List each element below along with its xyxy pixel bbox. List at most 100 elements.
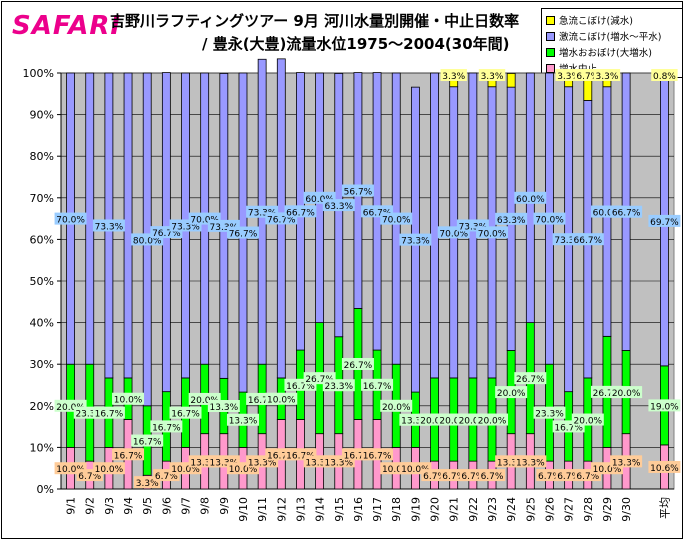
data-label-bg <box>610 455 643 468</box>
data-label-bg <box>648 399 681 412</box>
data-label: 6.7% <box>557 472 580 482</box>
data-label-bg <box>399 233 432 246</box>
data-label-bg <box>514 191 547 204</box>
data-label-bg <box>265 392 298 405</box>
data-label: 6.7% <box>78 472 101 482</box>
x-tick-label: 9/5 <box>141 497 154 515</box>
data-label: 63.3% <box>497 216 526 226</box>
data-label: 13.3% <box>248 458 277 468</box>
data-label: 10.0% <box>267 396 296 406</box>
data-label: 13.3% <box>190 458 219 468</box>
chart-title-line2: / 豊永(大豊)流量水位1975～2004(30年間) <box>202 35 510 53</box>
data-label-bg <box>476 226 509 239</box>
data-label: 20.0% <box>439 417 468 427</box>
y-tick-label: 0% <box>37 483 54 496</box>
data-label-bg <box>514 372 547 385</box>
data-label-bg <box>380 212 413 225</box>
y-tick-label: 60% <box>30 233 54 246</box>
data-label: 16.7% <box>267 451 296 461</box>
data-label: 70.0% <box>190 216 219 226</box>
data-label-bg <box>92 219 125 232</box>
data-label-bg <box>92 462 125 475</box>
x-tick-label: 9/20 <box>429 497 442 522</box>
data-label: 70.0% <box>56 216 85 226</box>
data-label: 16.7% <box>133 438 162 448</box>
x-tick-label: 9/28 <box>582 497 595 522</box>
data-label: 13.3% <box>305 458 334 468</box>
data-label-bg <box>651 69 678 81</box>
data-label: 20.0% <box>56 403 85 413</box>
data-label-bg <box>112 448 145 461</box>
data-label: 6.7% <box>576 472 599 482</box>
data-label: 66.7% <box>363 208 392 218</box>
data-label: 10.0% <box>229 465 258 475</box>
data-label: 70.0% <box>382 216 411 226</box>
data-label-bg <box>533 212 566 225</box>
x-tick-label: 9/6 <box>160 497 173 515</box>
y-tick-label: 70% <box>30 192 54 205</box>
data-label: 6.7% <box>538 472 561 482</box>
data-label: 56.7% <box>344 188 373 198</box>
data-label: 3.3% <box>136 479 159 489</box>
data-label: 16.7% <box>554 423 583 433</box>
data-label-bg <box>380 399 413 412</box>
data-label-bg <box>322 199 355 212</box>
data-label: 20.0% <box>478 417 507 427</box>
data-label: 26.7% <box>305 375 334 385</box>
data-label: 6.7% <box>461 472 484 482</box>
data-label: 3.3% <box>481 72 504 82</box>
bar-segment-low <box>506 73 516 88</box>
data-label-bg <box>150 420 183 433</box>
data-label: 23.3% <box>324 382 353 392</box>
data-label: 16.7% <box>152 423 181 433</box>
data-label-bg <box>92 406 125 419</box>
data-label-bg <box>54 212 87 225</box>
data-label: 13.3% <box>516 458 545 468</box>
data-label: 13.3% <box>401 417 430 427</box>
data-label: 10.0% <box>593 465 622 475</box>
data-label: 6.7% <box>442 472 465 482</box>
y-tick-label: 10% <box>30 441 54 454</box>
data-label: 10.0% <box>114 396 143 406</box>
data-label: 16.7% <box>114 451 143 461</box>
data-label: 73.3% <box>248 209 277 219</box>
data-label-bg <box>478 469 506 482</box>
data-label: 10.0% <box>56 465 85 475</box>
y-tick-label: 20% <box>30 400 54 413</box>
data-label: 20.0% <box>612 389 641 399</box>
x-tick-label: 9/21 <box>448 497 461 522</box>
data-label: 76.7% <box>152 229 181 239</box>
data-label: 73.3% <box>459 222 488 232</box>
x-tick-label: 9/4 <box>122 497 135 515</box>
data-label: 10.0% <box>171 465 200 475</box>
data-label: 13.3% <box>497 458 526 468</box>
data-label-bg <box>322 379 355 392</box>
data-label: 0.8% <box>653 72 676 82</box>
data-label-bg <box>514 455 547 468</box>
x-tick-label: 9/17 <box>371 497 384 522</box>
legend-swatch <box>546 15 555 25</box>
data-label: 16.7% <box>286 382 315 392</box>
data-label: 20.0% <box>497 389 526 399</box>
x-tick-label: 平均 <box>658 497 671 519</box>
data-label: 63.3% <box>324 202 353 212</box>
x-tick-label: 9/26 <box>543 497 556 522</box>
y-tick-label: 50% <box>30 275 54 288</box>
data-label-bg <box>284 205 317 218</box>
data-label-bg <box>648 214 681 227</box>
data-label: 20.0% <box>382 403 411 413</box>
data-label: 10.0% <box>401 465 430 475</box>
data-label: 10.0% <box>382 465 411 475</box>
x-tick-label: 9/11 <box>256 497 269 522</box>
data-label: 3.3% <box>596 72 619 82</box>
x-tick-label: 9/1 <box>65 497 78 515</box>
y-tick-label: 40% <box>30 317 54 330</box>
data-label: 16.7% <box>171 410 200 420</box>
legend-label: 増水おおぼけ(大増水) <box>559 48 652 59</box>
data-label: 16.7% <box>286 451 315 461</box>
data-label: 16.7% <box>95 410 124 420</box>
data-label: 16.7% <box>363 451 392 461</box>
x-tick-label: 9/14 <box>314 497 327 522</box>
data-label-bg <box>495 386 528 399</box>
